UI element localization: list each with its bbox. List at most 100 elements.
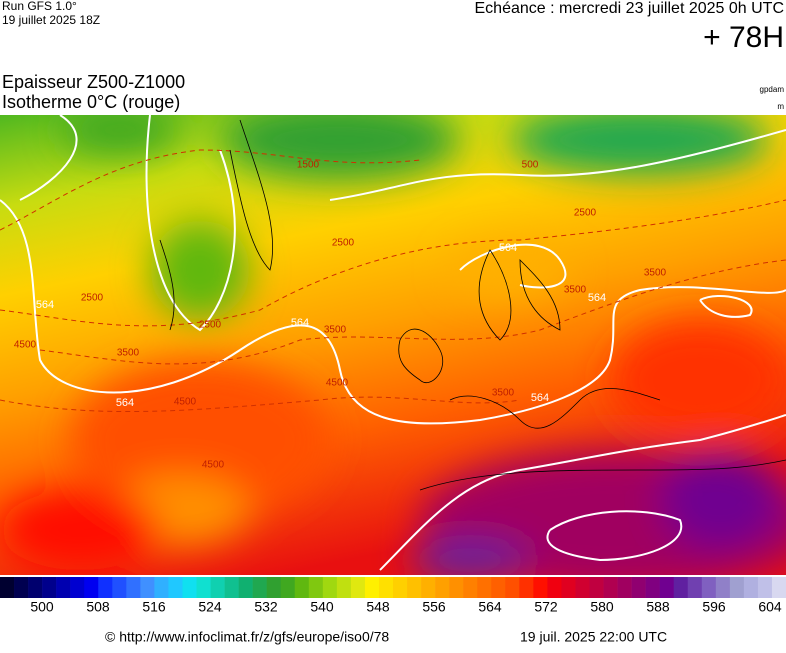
colorbar-cell: [561, 577, 576, 598]
isotherm-label: 3500: [564, 285, 587, 296]
colorbar-cell: [589, 577, 604, 598]
colorbar-cell: [407, 577, 422, 598]
colorbar-cell: [729, 577, 745, 598]
colorbar-cell: [547, 577, 562, 598]
colorbar-cell: [0, 577, 15, 598]
colorbar-cell: [477, 577, 492, 598]
colorbar-label: 588: [646, 599, 670, 615]
colorbar-label: 556: [422, 599, 446, 615]
colorbar-cell: [28, 577, 43, 598]
lead-time: + 78H: [703, 21, 784, 54]
colorbar-cell: [364, 577, 380, 598]
colorbar-cell: [505, 577, 520, 598]
colorbar-cell: [631, 577, 646, 598]
colorbar-cell: [533, 577, 548, 598]
map: 564 564 564 564 564 564 2500 2500 2500 2500 3500 35…: [0, 115, 786, 575]
colorbar-cell: [519, 577, 534, 598]
colorbar-cell: [378, 577, 394, 598]
colorbar-cell: [182, 577, 197, 598]
isotherm-label: 3500: [324, 325, 347, 336]
colorbar-cell: [393, 577, 408, 598]
colorbar-cell: [294, 577, 310, 598]
colorbar-cell: [659, 577, 675, 598]
source-url: © http://www.infoclimat.fr/z/gfs/europe/…: [105, 629, 389, 645]
colorbar-label: 540: [310, 599, 334, 615]
coastlines: [159, 119, 786, 491]
colorbar-cell: [224, 577, 239, 598]
title-line2: Isotherme 0°C (rouge): [2, 92, 180, 112]
echeance: Echéance : mercredi 23 juillet 2025 0h U…: [475, 0, 785, 17]
colorbar-cell: [603, 577, 618, 598]
isotherm-label: 1500: [297, 160, 320, 171]
colorbar-label: 500: [30, 599, 54, 615]
colorbar-cell: [140, 577, 155, 598]
colorbar-label: 548: [366, 599, 390, 615]
colorbar-cell: [435, 577, 450, 598]
colorbar-cell: [42, 577, 57, 598]
colorbar-cell: [154, 577, 169, 598]
isotherm-label: 2500: [332, 238, 355, 249]
isotherm-label: 4500: [174, 397, 197, 408]
colorbar-cell: [70, 577, 85, 598]
colorbar-cell: [687, 577, 703, 598]
isotherm-label: 4500: [202, 460, 225, 471]
contour-labels: 564 564 564 564 564 564 2500 2500 2500 2500 3500 35…: [14, 160, 667, 471]
colorbar-cell: [771, 577, 786, 598]
thickness-label: 564: [531, 392, 549, 404]
isotherm-label: 2500: [81, 293, 104, 304]
colorbar-cell: [463, 577, 478, 598]
colorbar-cell: [56, 577, 71, 598]
colorbar-cell: [126, 577, 141, 598]
colorbar-label: 508: [86, 599, 110, 615]
thickness-contours: [0, 115, 786, 571]
isotherm-label: 3500: [492, 388, 515, 399]
colorbar-cell: [196, 577, 211, 598]
colorbar-cell: [84, 577, 99, 598]
colorbar-cell: [715, 577, 731, 598]
colorbar-cell: [491, 577, 506, 598]
thickness-label: 564: [36, 299, 54, 311]
colorbar-cell: [701, 577, 717, 598]
colorbar-cell: [266, 577, 282, 598]
run-label: Run GFS 1.0°: [2, 0, 77, 13]
colorbar-cell: [575, 577, 590, 598]
colorbar-cell: [322, 577, 338, 598]
colorbar-label: 564: [478, 599, 502, 615]
colorbar-cell: [98, 577, 113, 598]
colorbar-cell: [673, 577, 689, 598]
colorbar-label: 572: [534, 599, 558, 615]
colorbar-cell: [336, 577, 352, 598]
colorbar-cell: [210, 577, 225, 598]
colorbar-cell: [350, 577, 366, 598]
colorbar-label: 532: [254, 599, 278, 615]
isotherm-label: 500: [522, 160, 539, 171]
thickness-label: 564: [116, 397, 134, 409]
unit: m: [777, 102, 784, 111]
colorbar-cell: [757, 577, 773, 598]
isotherm-label: 2500: [199, 320, 222, 331]
isotherm-label: 4500: [326, 378, 349, 389]
isotherm-label: 4500: [14, 340, 37, 351]
colorbar-cell: [617, 577, 632, 598]
thickness-label: 564: [291, 317, 309, 329]
colorbar-cell: [308, 577, 324, 598]
isotherm-label: 3500: [644, 268, 667, 279]
colorbar-cell: [645, 577, 660, 598]
colorbar-label: 596: [702, 599, 726, 615]
colorbar-cell: [280, 577, 296, 598]
thickness-label: 564: [588, 292, 606, 304]
colorbar-cell: [238, 577, 253, 598]
title-line1: Epaisseur Z500-Z1000: [2, 72, 185, 92]
thickness-label: 564: [499, 242, 517, 254]
colorbar-cell: [168, 577, 183, 598]
isotherm-contours: [0, 149, 786, 413]
generated-time: 19 juil. 2025 22:00 UTC: [520, 629, 667, 645]
unit: gpdam: [760, 85, 785, 94]
colorbar-cell: [14, 577, 29, 598]
isotherm-label: 2500: [574, 208, 597, 219]
colorbar-cell: [252, 577, 267, 598]
colorbar-label: 516: [142, 599, 166, 615]
colorbar-label: 580: [590, 599, 614, 615]
colorbar: 500 508 516 524 532 540 548 556 564 572 580 588 596 6…: [0, 577, 786, 615]
